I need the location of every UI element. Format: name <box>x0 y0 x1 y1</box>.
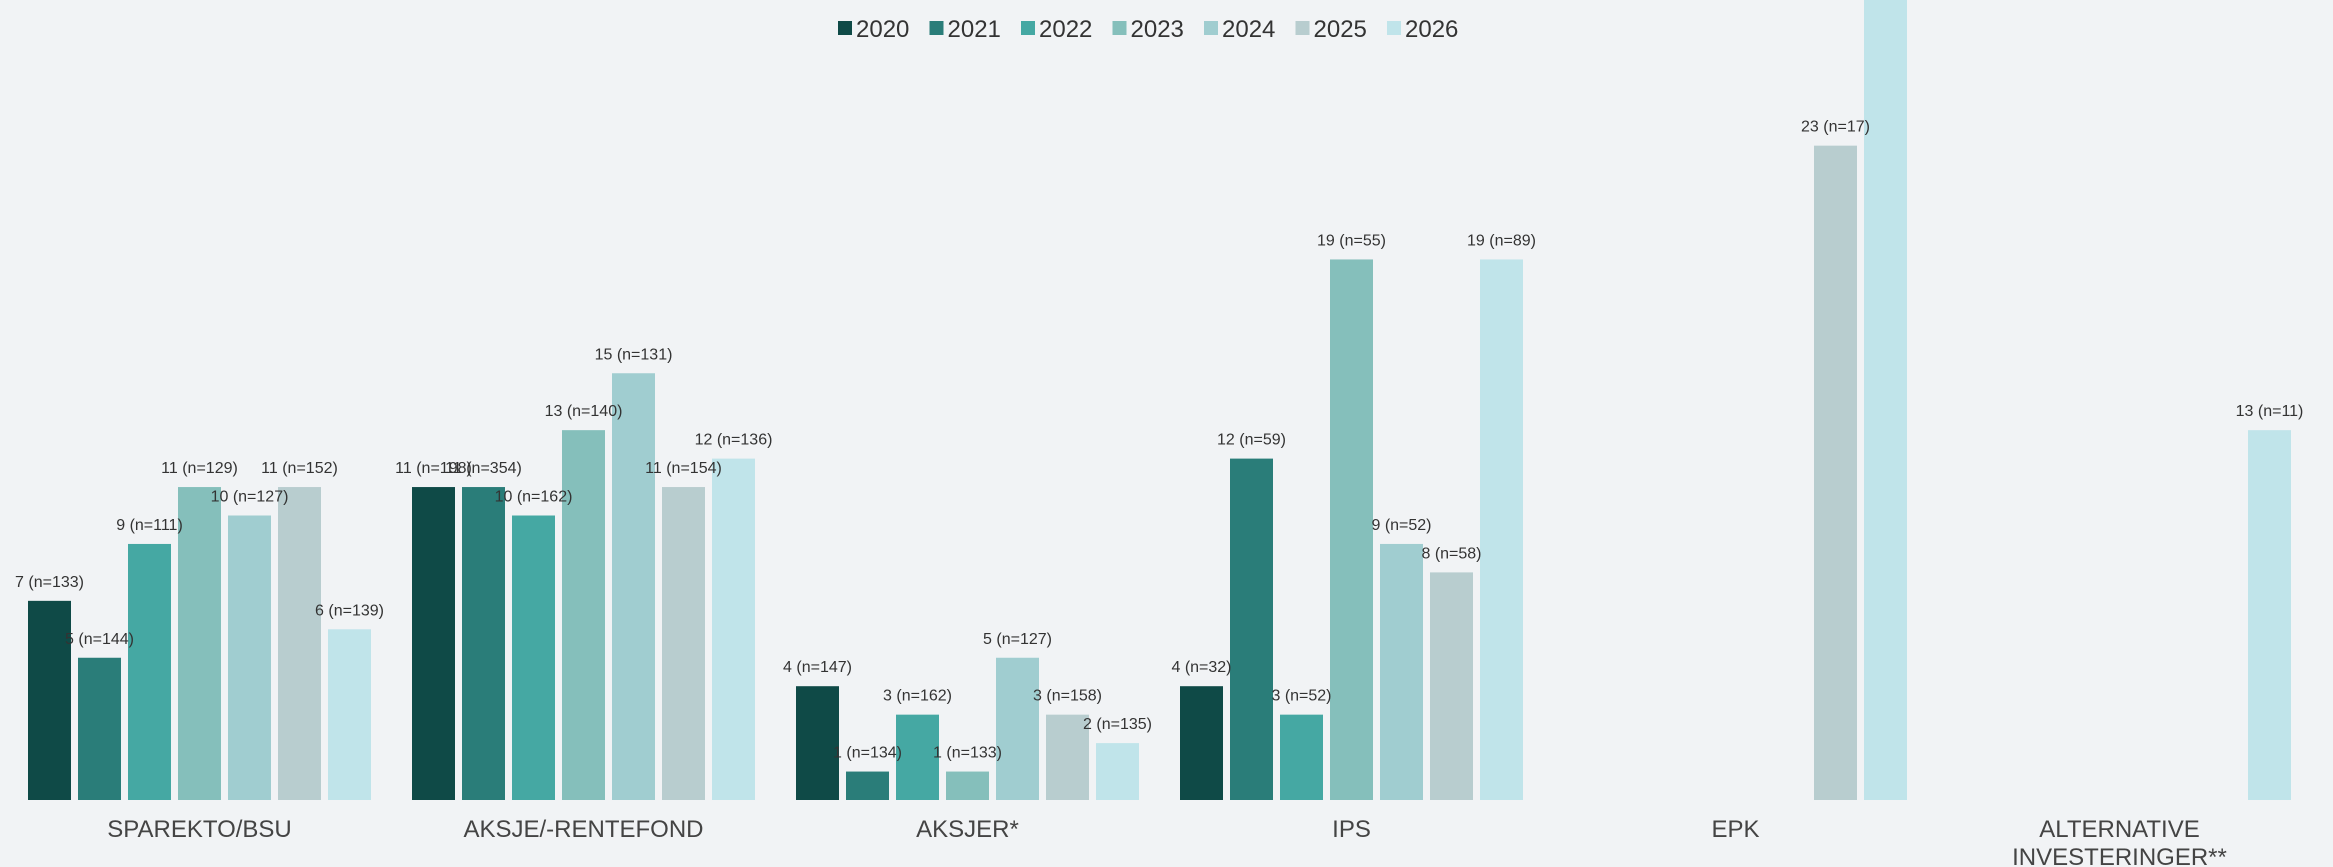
legend-label-2024: 2024 <box>1222 16 1275 43</box>
bar-2026-0 <box>328 629 371 800</box>
bar-value-label: 9 (n=52) <box>1371 517 1431 534</box>
bar-2024-1 <box>612 373 655 800</box>
bar-2020-3 <box>1180 686 1223 800</box>
bar-2023-1 <box>562 430 605 800</box>
legend-label-2022: 2022 <box>1039 16 1092 43</box>
bar-2024-3 <box>1380 543 1423 800</box>
bar-value-label: 8 (n=58) <box>1421 545 1481 562</box>
bar-2020-0 <box>28 600 71 800</box>
bar-value-label: 4 (n=32) <box>1171 659 1231 676</box>
bar-value-label: 13 (n=11) <box>2236 403 2304 420</box>
category-label: IPS <box>1332 816 1371 843</box>
bar-value-label: 6 (n=139) <box>315 602 384 619</box>
bar-value-label: 10 (n=127) <box>211 489 289 506</box>
bar-2026-4 <box>1864 0 1907 800</box>
bar-value-label: 3 (n=158) <box>1033 688 1102 705</box>
bar-2025-4 <box>1814 145 1857 800</box>
bar-value-label: 23 (n=17) <box>1801 119 1870 136</box>
bar-2020-1 <box>412 487 455 800</box>
bar-2022-1 <box>512 515 555 800</box>
category-label: EPK <box>1711 816 1759 843</box>
bar-2026-2 <box>1096 743 1139 800</box>
bar-value-label: 19 (n=55) <box>1317 232 1386 249</box>
bar-2023-2 <box>946 771 989 800</box>
bar-2022-3 <box>1280 714 1323 800</box>
bar-value-label: 5 (n=127) <box>983 631 1052 648</box>
bar-value-label: 11 (n=154) <box>645 460 722 477</box>
bar-2026-1 <box>712 458 755 800</box>
bar-2021-3 <box>1230 458 1273 800</box>
category-labels-group: SPAREKTO/BSU AKSJE/-RENTEFOND AKSJER* IPS EP… <box>107 816 2227 867</box>
chart-legend: 2020 2021 2022 2023 2024 2025 2026 <box>838 16 1458 43</box>
bar-value-label: 12 (n=59) <box>1217 432 1286 449</box>
legend-swatch-2023 <box>1112 21 1127 35</box>
bar-value-label: 9 (n=111) <box>116 517 183 534</box>
bar-2026-5 <box>2248 430 2291 800</box>
bar-value-label: 7 (n=133) <box>15 574 84 591</box>
category-label: ALTERNATIVE INVESTERINGER** <box>2012 816 2227 867</box>
bar-2021-0 <box>78 657 121 800</box>
legend-swatch-2020 <box>838 21 852 35</box>
bar-value-label: 12 (n=136) <box>695 432 773 449</box>
bar-2022-0 <box>128 543 171 800</box>
legend-label-2021: 2021 <box>948 16 1001 43</box>
bar-2021-2 <box>846 771 889 800</box>
legend-label-2023: 2023 <box>1131 16 1184 43</box>
bar-value-label: 11 (n=129) <box>161 460 238 477</box>
category-label: SPAREKTO/BSU <box>107 816 292 843</box>
bar-value-label: 4 (n=147) <box>783 659 852 676</box>
legend-label-2026: 2026 <box>1405 16 1458 43</box>
bar-2020-2 <box>796 686 839 800</box>
bar-value-label: 11 (n=152) <box>261 460 338 477</box>
category-label: AKSJER* <box>916 816 1019 843</box>
bar-value-label: 11 (n=354) <box>445 460 522 477</box>
bar-value-label: 5 (n=144) <box>65 631 134 648</box>
bar-2022-2 <box>896 714 939 800</box>
legend-label-2020: 2020 <box>856 16 909 43</box>
bar-2025-1 <box>662 487 705 800</box>
bar-value-label: 11 (n=198) <box>395 460 472 477</box>
bars-group <box>28 0 2291 800</box>
legend-swatch-2024 <box>1204 21 1218 35</box>
legend-label-2025: 2025 <box>1314 16 1367 43</box>
bar-2025-2 <box>1046 714 1089 800</box>
bar-2023-0 <box>178 487 221 800</box>
bar-value-label: 19 (n=89) <box>1467 232 1536 249</box>
bar-2024-0 <box>228 515 271 800</box>
bar-value-label: 1 (n=133) <box>933 745 1002 762</box>
bar-2026-3 <box>1480 259 1523 800</box>
bar-2025-0 <box>278 487 321 800</box>
bar-2025-3 <box>1430 572 1473 800</box>
legend-swatch-2021 <box>929 21 944 35</box>
legend-swatch-2026 <box>1387 21 1401 35</box>
bar-value-label: 15 (n=131) <box>595 346 673 363</box>
bar-value-label: 3 (n=162) <box>883 688 952 705</box>
bar-value-label: 1 (n=134) <box>833 745 902 762</box>
bar-2023-3 <box>1330 259 1373 800</box>
legend-swatch-2022 <box>1021 21 1035 35</box>
bar-value-label: 10 (n=162) <box>495 489 573 506</box>
bar-value-label: 13 (n=140) <box>545 403 623 420</box>
bar-2021-1 <box>462 487 505 800</box>
bar-2024-2 <box>996 657 1039 800</box>
legend-swatch-2025 <box>1295 21 1310 35</box>
bar-labels-group: 7 (n=133) 5 (n=144) 9 (n=111) 11 (n=129) 10 … <box>15 119 2304 762</box>
bar-value-label: 2 (n=135) <box>1083 716 1152 733</box>
bar-value-label: 3 (n=52) <box>1271 688 1331 705</box>
category-label: AKSJE/-RENTEFOND <box>463 816 703 843</box>
